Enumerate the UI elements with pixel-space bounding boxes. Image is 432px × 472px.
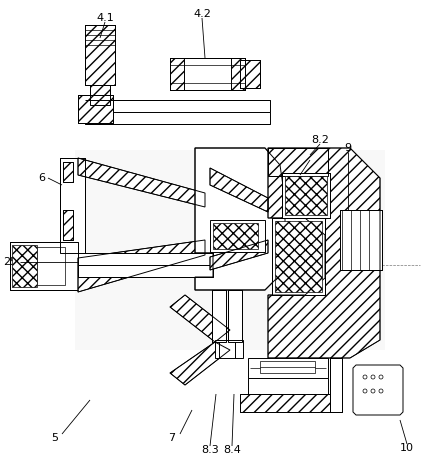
- Polygon shape: [170, 342, 230, 385]
- Bar: [228, 290, 242, 342]
- Bar: [260, 361, 315, 373]
- Bar: [285, 176, 327, 215]
- Bar: [358, 368, 396, 410]
- Bar: [248, 358, 328, 378]
- Bar: [12, 245, 37, 287]
- Bar: [231, 58, 245, 90]
- Text: 4.2: 4.2: [193, 9, 211, 19]
- Bar: [240, 60, 260, 88]
- Bar: [78, 95, 113, 123]
- Text: 7: 7: [168, 433, 175, 443]
- Text: 8.2: 8.2: [311, 135, 329, 145]
- Polygon shape: [75, 150, 385, 350]
- Bar: [268, 148, 328, 176]
- Bar: [63, 210, 73, 240]
- Circle shape: [379, 375, 383, 379]
- Bar: [272, 218, 325, 295]
- Bar: [248, 378, 328, 394]
- Polygon shape: [210, 168, 268, 212]
- Bar: [215, 340, 243, 358]
- Bar: [360, 370, 394, 408]
- Bar: [240, 60, 260, 88]
- Bar: [212, 290, 226, 342]
- Bar: [60, 158, 85, 253]
- Bar: [170, 58, 245, 90]
- Bar: [90, 85, 110, 105]
- Text: 6: 6: [38, 173, 45, 183]
- Text: 9: 9: [344, 143, 352, 153]
- Bar: [268, 148, 328, 176]
- Bar: [240, 394, 330, 412]
- Bar: [210, 220, 265, 252]
- Bar: [240, 394, 330, 412]
- Bar: [340, 210, 382, 270]
- Text: 5: 5: [51, 433, 58, 443]
- Polygon shape: [353, 365, 403, 415]
- Text: 25: 25: [3, 257, 17, 267]
- Bar: [60, 158, 85, 253]
- Circle shape: [371, 375, 375, 379]
- Bar: [85, 112, 270, 124]
- Polygon shape: [268, 148, 380, 358]
- Bar: [170, 58, 184, 90]
- Bar: [90, 85, 110, 105]
- Circle shape: [363, 389, 367, 393]
- Text: 8.4: 8.4: [223, 445, 241, 455]
- Polygon shape: [78, 158, 205, 207]
- Bar: [63, 210, 73, 240]
- Text: 8.3: 8.3: [201, 445, 219, 455]
- Bar: [63, 162, 73, 182]
- Polygon shape: [170, 295, 230, 342]
- Bar: [170, 58, 245, 90]
- Bar: [340, 210, 382, 270]
- Bar: [78, 253, 213, 265]
- Circle shape: [371, 389, 375, 393]
- Polygon shape: [195, 148, 285, 290]
- Bar: [330, 358, 342, 412]
- Bar: [85, 100, 270, 112]
- Circle shape: [379, 389, 383, 393]
- Text: 8.1: 8.1: [301, 151, 319, 161]
- Bar: [275, 221, 322, 292]
- Text: 4.1: 4.1: [96, 13, 114, 23]
- Bar: [37, 247, 65, 285]
- Polygon shape: [210, 240, 268, 270]
- Bar: [213, 223, 258, 249]
- Bar: [272, 218, 325, 295]
- Bar: [85, 25, 115, 85]
- Bar: [10, 242, 78, 290]
- Circle shape: [363, 375, 367, 379]
- Bar: [85, 25, 115, 85]
- Bar: [228, 290, 242, 342]
- Bar: [282, 173, 330, 218]
- Bar: [78, 265, 213, 277]
- Bar: [78, 95, 113, 123]
- Bar: [212, 290, 226, 342]
- Bar: [63, 162, 73, 182]
- Bar: [330, 358, 342, 412]
- Bar: [282, 173, 330, 218]
- Polygon shape: [78, 240, 205, 292]
- Text: 10: 10: [400, 443, 414, 453]
